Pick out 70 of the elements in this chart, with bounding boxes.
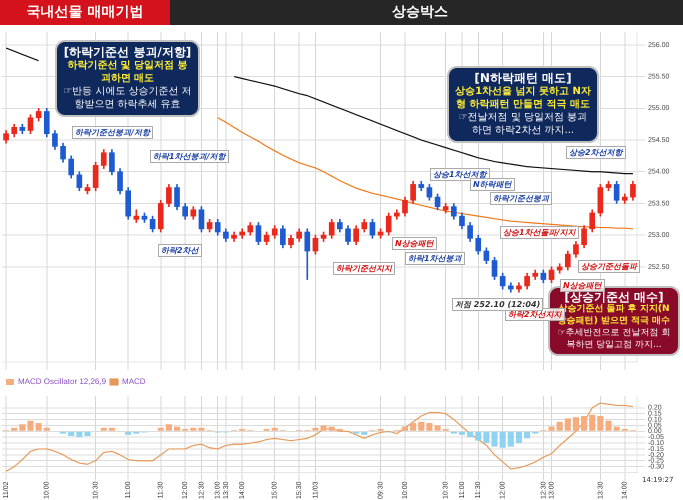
annotation: ☞전날저점 및 당일저점 붕괴하면 하락2차선 까지... <box>458 111 588 137</box>
bar <box>418 422 424 431</box>
bar <box>108 428 115 431</box>
bar <box>581 416 588 431</box>
bar <box>76 432 82 438</box>
annotation: 하락2차선 <box>158 244 202 257</box>
bar <box>410 423 416 431</box>
bar <box>125 432 132 435</box>
bar <box>589 414 596 431</box>
annotation: 하락기준선붕괴 <box>490 192 552 205</box>
bar <box>44 428 50 431</box>
annotation: [N하락패턴 매도] <box>473 71 573 85</box>
bar <box>516 432 522 444</box>
annotation: 상승2차선저항 <box>566 146 626 159</box>
bar <box>475 432 482 441</box>
chart-subtitle: 국내선물 매매기법 <box>0 0 170 25</box>
bar <box>11 428 18 431</box>
bar <box>27 420 34 431</box>
bar <box>166 424 172 431</box>
bar <box>426 423 432 431</box>
annotation: 하락기준선지지 <box>333 262 395 275</box>
bar <box>508 432 514 447</box>
bar <box>614 426 620 431</box>
annotation: [하락기준선 붕괴/저항] <box>63 45 192 59</box>
bar <box>491 432 498 447</box>
bar <box>500 432 506 448</box>
bar <box>36 423 42 431</box>
bar <box>564 418 571 431</box>
annotation: ☞반등 시에도 상승기준선 저항받으면 하락추세 유효 <box>63 85 192 111</box>
bar <box>272 428 278 431</box>
bar <box>312 428 318 431</box>
bar <box>524 432 530 438</box>
bar <box>198 428 205 431</box>
annotation: ☞추세반전으로 전날저점 회복하면 당일고점 까지... <box>556 327 672 351</box>
chart-title: 상승박스 <box>391 3 449 22</box>
legend-label: MACD <box>122 377 146 386</box>
bar <box>467 432 474 438</box>
annotation: N상승패턴 <box>392 237 437 250</box>
bar <box>190 428 196 431</box>
annotation: [상승기준선 매수] <box>563 290 665 304</box>
annotation: 하락기준선붕괴/저항 <box>72 126 153 139</box>
bar <box>100 428 107 431</box>
bar <box>19 424 26 431</box>
bar <box>68 432 74 436</box>
bar <box>84 432 91 436</box>
bar <box>174 426 180 431</box>
bar <box>548 426 555 431</box>
annotation: N상승패턴 <box>560 279 605 292</box>
bar <box>328 426 335 431</box>
bar <box>320 425 327 431</box>
bar <box>556 422 563 431</box>
annotation: 상승1차선돌파/지지 <box>500 226 578 239</box>
bar <box>361 432 368 435</box>
annotation: 상승기준선돌파 <box>578 260 640 273</box>
annotation: 상승1차선을 넘지 못하고 N자형 하락패턴 만들면 적극 매도 <box>455 85 591 111</box>
annotation: 저점 252.10 (12:04) <box>452 298 544 311</box>
bar <box>402 426 408 431</box>
legend-label: MACD Oscillator 12,26,9 <box>18 377 107 386</box>
annotation: 하락기준선 및 당일저점 붕괴하면 매도 <box>66 59 189 85</box>
bar <box>597 416 604 431</box>
bar <box>158 428 164 431</box>
annotation: 하락1차선붕괴 <box>405 252 465 265</box>
bar <box>572 417 579 431</box>
annotation: 하락1차선붕괴/저항 <box>150 150 228 163</box>
bar <box>458 432 466 435</box>
annotation: N하락패턴 <box>470 178 515 191</box>
bar <box>605 420 612 431</box>
bar <box>483 432 490 444</box>
bar <box>434 425 441 431</box>
annotation: 상승1차선저항 <box>430 168 490 181</box>
